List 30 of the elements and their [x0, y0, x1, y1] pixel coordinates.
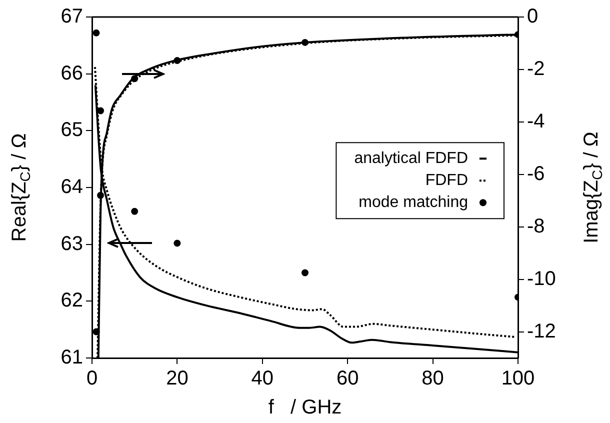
y-tick-label: 67 [60, 6, 83, 28]
y-tick-label: 65 [60, 119, 83, 142]
y-tick-label: 66 [60, 62, 83, 84]
x-tick-label: 80 [422, 368, 444, 390]
y2-tick-label: -8 [527, 215, 545, 238]
y2-tick-label: -2 [527, 58, 545, 80]
y2-tick-label: -4 [527, 110, 545, 132]
y-axis-title: Real{ZC} / Ω [8, 133, 33, 242]
x-axis-title: f / GHz [268, 396, 342, 419]
y2-tick-label: -6 [527, 162, 545, 185]
y-tick-label: 64 [60, 176, 83, 198]
point [131, 208, 138, 215]
y2-axis-title: Imag{ZC} / Ω [580, 132, 605, 244]
x-tick-label: 100 [501, 368, 535, 390]
x-tick-label: 60 [336, 368, 359, 390]
point [174, 240, 181, 247]
y-tick-label: 62 [60, 290, 83, 312]
y2-tick-label: -12 [527, 320, 556, 342]
legend-label: FDFD [425, 172, 468, 190]
point [302, 269, 308, 276]
point [92, 29, 100, 36]
y2-tick-label: -10 [527, 268, 556, 290]
x-tick-label: 40 [251, 368, 274, 390]
x-tick-label: 20 [166, 368, 188, 390]
legend-label: mode matching [358, 194, 468, 212]
legend-label: analytical FDFD [354, 150, 468, 168]
y2-tick-label: 0 [527, 6, 538, 28]
x-tick-label: 0 [86, 368, 98, 390]
y-tick-label: 61 [60, 346, 83, 369]
y-tick-label: 63 [60, 232, 83, 255]
